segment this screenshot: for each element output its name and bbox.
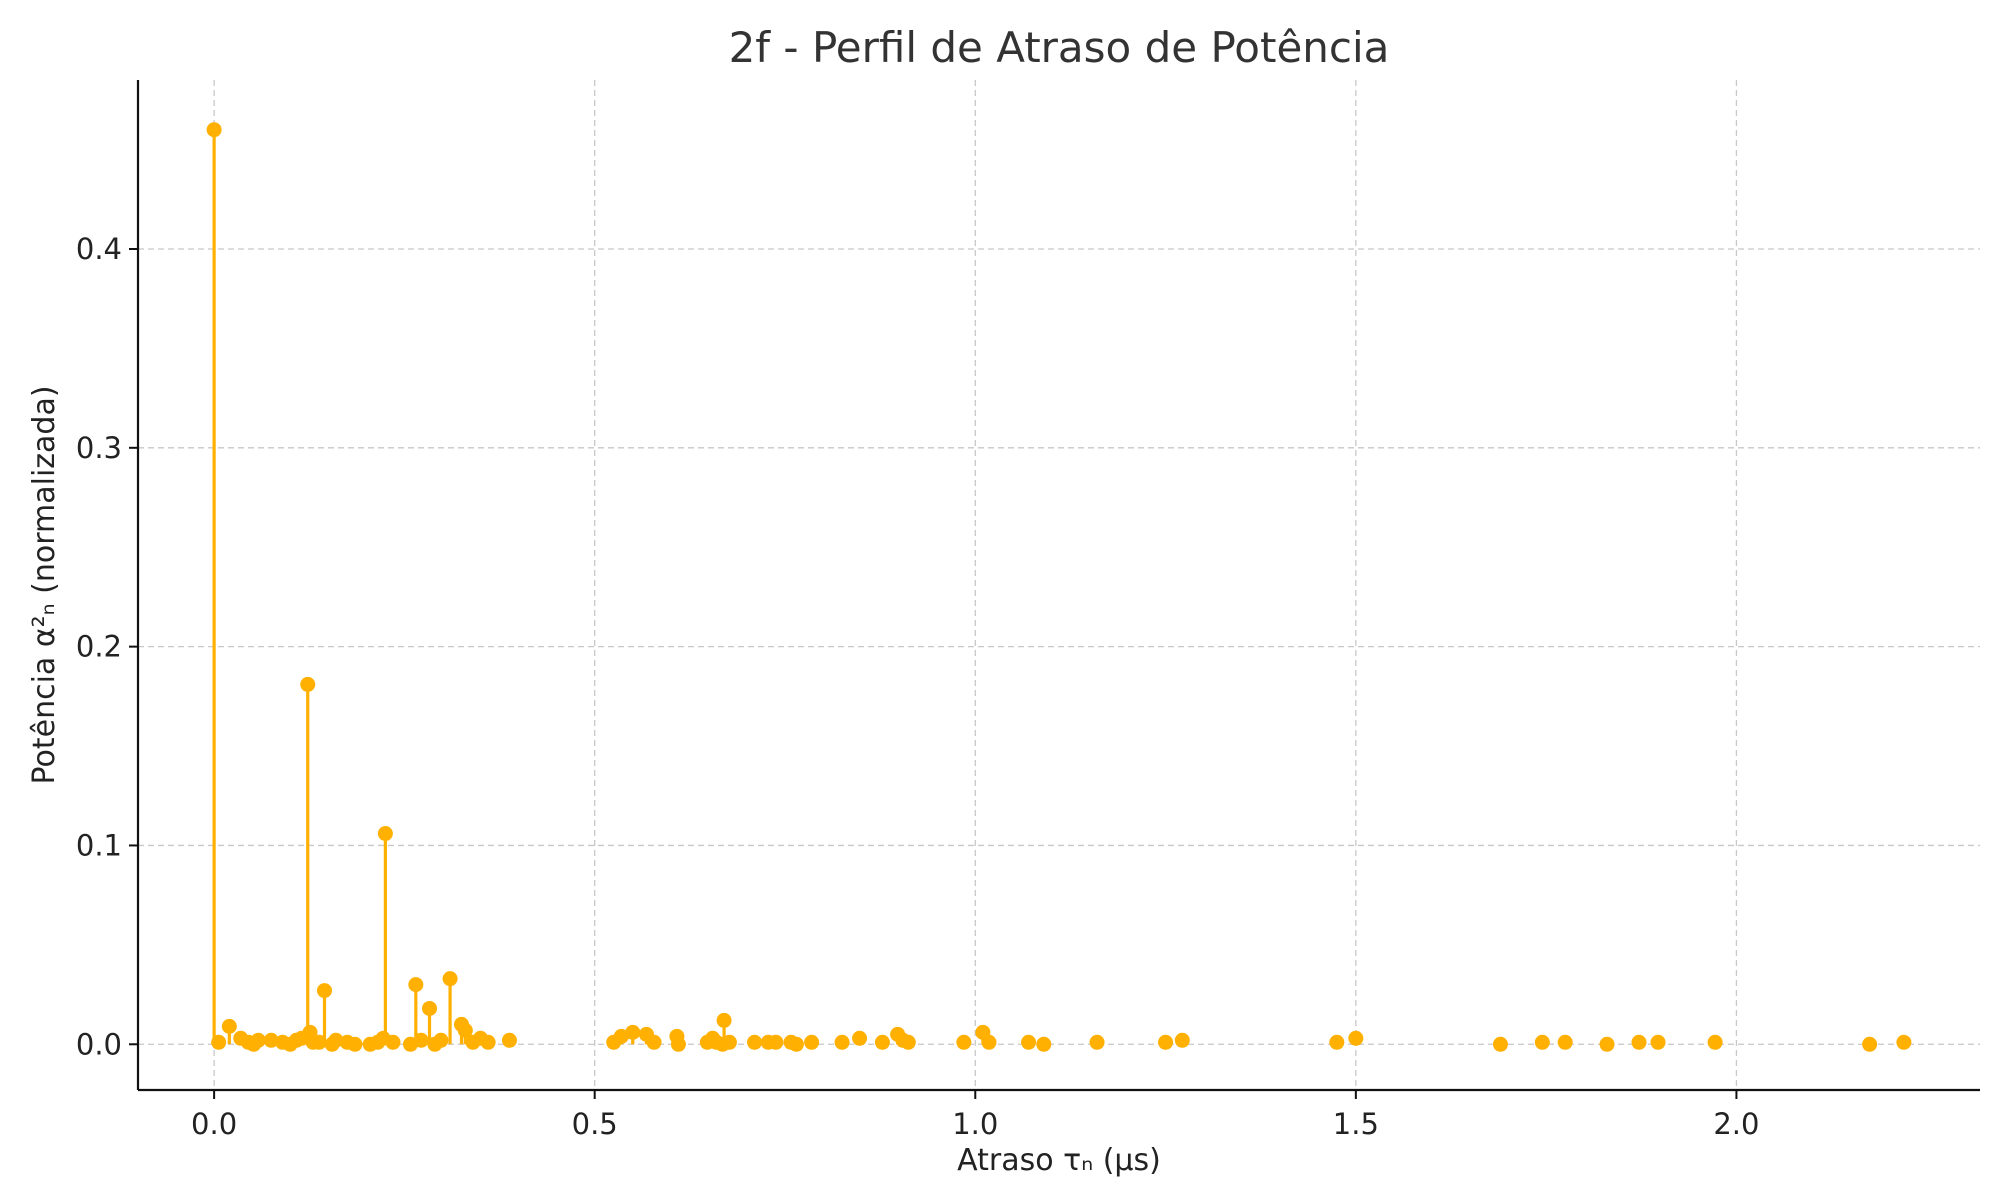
data-point bbox=[300, 676, 316, 692]
data-point bbox=[1329, 1034, 1345, 1050]
y-tick-label: 0.0 bbox=[76, 1027, 122, 1061]
data-point bbox=[1534, 1034, 1550, 1050]
data-point bbox=[328, 1032, 344, 1048]
data-point bbox=[433, 1032, 449, 1048]
data-point bbox=[1862, 1036, 1878, 1052]
data-point bbox=[1650, 1034, 1666, 1050]
y-tick-label: 0.3 bbox=[76, 431, 122, 465]
data-point bbox=[768, 1034, 784, 1050]
data-point bbox=[852, 1030, 868, 1046]
data-point bbox=[1021, 1034, 1037, 1050]
data-point bbox=[385, 1034, 401, 1050]
data-point bbox=[263, 1032, 279, 1048]
data-point bbox=[408, 977, 424, 993]
data-point bbox=[211, 1034, 227, 1050]
data-point bbox=[316, 983, 332, 999]
data-point bbox=[834, 1034, 850, 1050]
y-axis-label: Potência α²ₙ (normalizada) bbox=[27, 385, 62, 784]
data-point bbox=[311, 1034, 327, 1050]
data-point bbox=[1089, 1034, 1105, 1050]
data-point bbox=[1158, 1034, 1174, 1050]
data-point bbox=[377, 826, 393, 842]
data-point bbox=[1036, 1036, 1052, 1052]
y-tick-label: 0.2 bbox=[76, 630, 122, 664]
y-axis-ticks: 0.0 0.1 0.2 0.3 0.4 bbox=[76, 232, 138, 1061]
data-point bbox=[721, 1034, 737, 1050]
data-point bbox=[981, 1034, 997, 1050]
data-point bbox=[646, 1034, 662, 1050]
data-point bbox=[956, 1034, 972, 1050]
x-tick-label: 1.5 bbox=[1333, 1107, 1379, 1141]
data-point bbox=[413, 1032, 429, 1048]
grid-lines bbox=[138, 80, 1980, 1090]
x-tick-label: 1.0 bbox=[952, 1107, 998, 1141]
y-tick-label: 0.1 bbox=[76, 828, 122, 862]
data-point bbox=[1707, 1034, 1723, 1050]
data-point bbox=[716, 1012, 732, 1028]
data-point bbox=[250, 1032, 266, 1048]
data-point bbox=[804, 1034, 820, 1050]
data-point bbox=[1631, 1034, 1647, 1050]
stem-markers bbox=[206, 122, 1912, 1052]
data-point bbox=[1348, 1030, 1364, 1046]
data-point bbox=[874, 1034, 890, 1050]
y-tick-label: 0.4 bbox=[76, 232, 122, 266]
data-point bbox=[221, 1018, 237, 1034]
data-point bbox=[788, 1036, 804, 1052]
data-point bbox=[1492, 1036, 1508, 1052]
data-point bbox=[1599, 1036, 1615, 1052]
data-point bbox=[900, 1034, 916, 1050]
x-tick-label: 0.0 bbox=[191, 1107, 237, 1141]
data-point bbox=[206, 122, 222, 138]
data-point bbox=[1174, 1032, 1190, 1048]
data-point bbox=[442, 971, 458, 987]
x-axis-label: Atraso τₙ (µs) bbox=[957, 1143, 1161, 1178]
data-point bbox=[670, 1036, 686, 1052]
data-point bbox=[501, 1032, 517, 1048]
data-point bbox=[613, 1028, 629, 1044]
data-point bbox=[457, 1022, 473, 1038]
stem-lines bbox=[212, 129, 1906, 1045]
x-tick-label: 2.0 bbox=[1713, 1107, 1759, 1141]
data-point bbox=[747, 1034, 763, 1050]
data-point bbox=[1896, 1034, 1912, 1050]
data-point bbox=[480, 1034, 496, 1050]
data-point bbox=[1557, 1034, 1573, 1050]
chart-title: 2f - Perfil de Atraso de Potência bbox=[729, 23, 1390, 72]
x-axis-ticks: 0.0 0.5 1.0 1.5 2.0 bbox=[191, 1090, 1759, 1141]
data-point bbox=[625, 1024, 641, 1040]
x-tick-label: 0.5 bbox=[572, 1107, 618, 1141]
data-point bbox=[422, 1000, 438, 1016]
axes bbox=[136, 80, 1980, 1092]
data-point bbox=[347, 1036, 363, 1052]
